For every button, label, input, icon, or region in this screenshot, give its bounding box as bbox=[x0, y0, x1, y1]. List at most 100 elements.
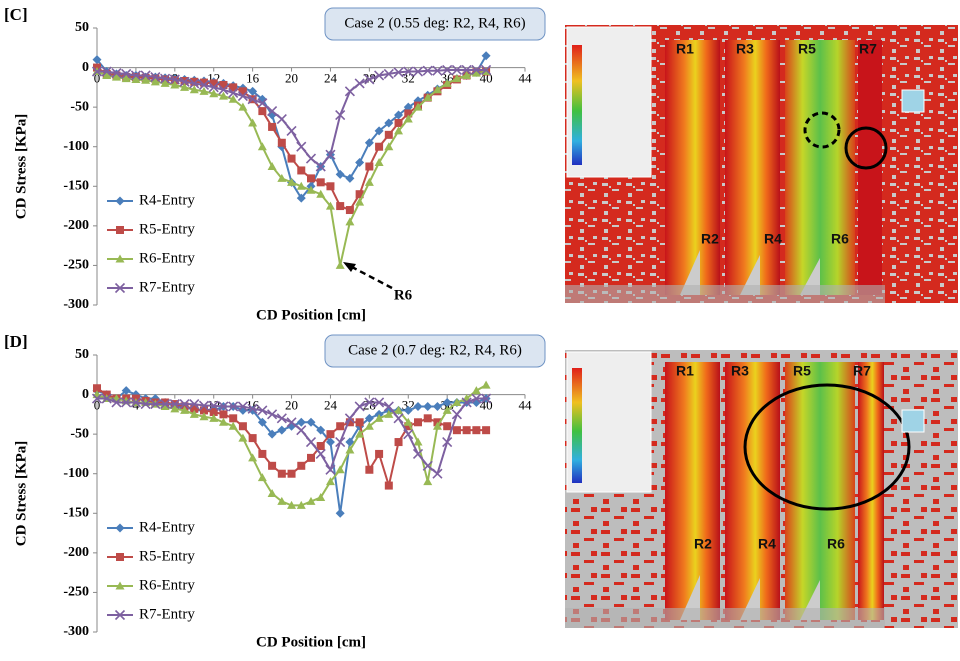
y-axis-title: CD Stress [KPa] bbox=[13, 441, 29, 547]
marker bbox=[296, 193, 306, 203]
simulation-image: R1 R3 R5 R7 R2 R4 R6 bbox=[565, 25, 958, 303]
roll-label: R5 bbox=[798, 41, 816, 57]
marker bbox=[384, 130, 393, 139]
marker bbox=[355, 190, 364, 199]
stripe bbox=[725, 40, 780, 295]
legend-label: R5-Entry bbox=[139, 221, 195, 237]
marker bbox=[364, 177, 374, 186]
marker bbox=[432, 85, 442, 94]
marker bbox=[364, 421, 374, 430]
marker bbox=[296, 141, 307, 152]
marker bbox=[451, 64, 462, 76]
marker bbox=[394, 126, 404, 135]
marker bbox=[287, 177, 297, 186]
x-axis-title: CD Position [cm] bbox=[256, 634, 366, 650]
marker bbox=[471, 68, 481, 77]
marker bbox=[180, 405, 190, 414]
marker bbox=[116, 553, 124, 561]
marker bbox=[296, 417, 306, 427]
marker bbox=[248, 86, 258, 96]
marker bbox=[326, 430, 335, 439]
marker bbox=[335, 508, 345, 518]
marker bbox=[140, 399, 151, 410]
marker bbox=[257, 473, 267, 482]
marker bbox=[276, 113, 287, 125]
image-footer bbox=[565, 608, 885, 628]
marker bbox=[209, 79, 218, 88]
marker bbox=[268, 122, 277, 131]
marker bbox=[209, 407, 218, 416]
marker bbox=[150, 72, 161, 83]
marker bbox=[91, 393, 103, 404]
marker bbox=[354, 78, 365, 89]
marker bbox=[452, 426, 461, 435]
x-axis-title: CD Position [cm] bbox=[256, 307, 366, 323]
marker bbox=[365, 465, 374, 474]
marker bbox=[394, 110, 404, 120]
marker bbox=[403, 102, 413, 112]
marker bbox=[383, 401, 394, 412]
y-tick-label: 50 bbox=[75, 347, 89, 362]
marker bbox=[115, 581, 125, 590]
y-tick-label: -150 bbox=[63, 179, 89, 194]
color-bar bbox=[572, 45, 582, 165]
y-tick-label: -200 bbox=[63, 545, 89, 560]
marker bbox=[229, 83, 238, 92]
marker bbox=[471, 64, 482, 76]
panel-label: [C] bbox=[4, 5, 28, 24]
roll-label: R5 bbox=[793, 363, 811, 379]
marker bbox=[277, 496, 287, 505]
marker bbox=[345, 445, 355, 454]
marker bbox=[481, 51, 491, 61]
marker bbox=[422, 65, 433, 76]
marker bbox=[257, 98, 268, 109]
x-tick-label: 20 bbox=[285, 398, 298, 413]
marker bbox=[306, 496, 316, 505]
marker bbox=[93, 384, 101, 393]
marker bbox=[452, 74, 462, 83]
highlight-circle bbox=[803, 111, 841, 149]
marker bbox=[423, 401, 433, 411]
marker bbox=[248, 434, 257, 443]
marker bbox=[325, 201, 335, 210]
marker bbox=[114, 609, 126, 621]
marker bbox=[344, 86, 355, 97]
marker bbox=[180, 82, 190, 91]
x-tick-label: 24 bbox=[324, 398, 338, 413]
marker bbox=[354, 401, 365, 412]
marker bbox=[335, 169, 345, 179]
marker bbox=[92, 55, 102, 65]
marker bbox=[160, 401, 170, 410]
marker bbox=[355, 418, 364, 427]
marker bbox=[404, 422, 413, 431]
marker bbox=[432, 468, 443, 479]
marker bbox=[413, 401, 423, 411]
marker bbox=[267, 409, 278, 420]
marker bbox=[91, 66, 103, 77]
marker bbox=[296, 181, 306, 190]
marker bbox=[121, 74, 131, 83]
marker bbox=[393, 413, 404, 424]
marker bbox=[115, 254, 125, 263]
y-tick-label: -50 bbox=[70, 99, 89, 114]
legend-label: R4-Entry bbox=[139, 192, 195, 208]
marker bbox=[403, 417, 413, 426]
marker bbox=[423, 93, 433, 102]
marker bbox=[345, 437, 355, 447]
marker bbox=[189, 78, 200, 89]
marker bbox=[462, 70, 472, 79]
marker bbox=[228, 94, 238, 103]
marker bbox=[394, 118, 403, 127]
marker bbox=[102, 70, 112, 79]
marker bbox=[355, 429, 365, 438]
marker bbox=[141, 75, 151, 84]
marker bbox=[268, 461, 277, 470]
marker bbox=[238, 87, 247, 96]
marker bbox=[208, 400, 219, 411]
y-tick-label: 0 bbox=[82, 387, 89, 402]
marker bbox=[423, 414, 432, 423]
y-tick-label: -250 bbox=[63, 258, 89, 273]
marker bbox=[432, 401, 442, 411]
marker bbox=[413, 437, 423, 446]
marker bbox=[286, 125, 297, 136]
